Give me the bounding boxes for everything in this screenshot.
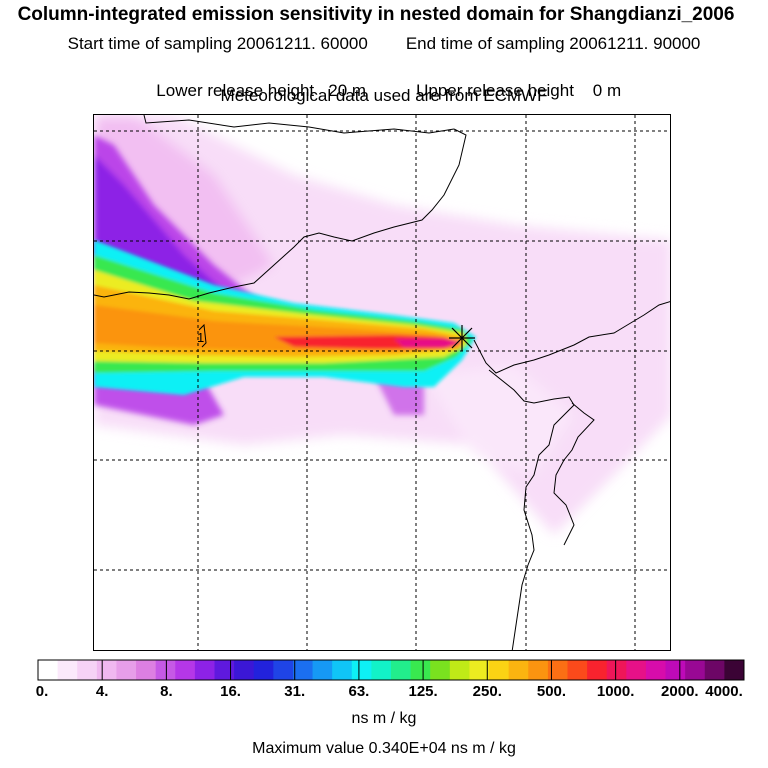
colorbar-swatch (136, 660, 157, 680)
colorbar-swatch (489, 660, 510, 680)
colorbar-swatch (214, 660, 235, 680)
colorbar-tick-label: 63. (348, 683, 370, 700)
colorbar-swatch (312, 660, 333, 680)
colorbar-swatch (292, 660, 314, 680)
colorbar-tick-label: 4. (95, 683, 109, 700)
release-heights: Lower release height 20 m Upper release h… (0, 61, 768, 101)
release-site-marker (449, 325, 475, 351)
colorbar-tick-label: 2000. (661, 683, 699, 700)
colorbar-tick-label: 16. (220, 683, 241, 700)
colorbar-swatch (116, 660, 137, 680)
maximum-value: Maximum value 0.340E+04 ns m / kg (252, 740, 516, 757)
lower-release-height: Lower release height 20 m (156, 81, 367, 100)
colorbar-tick-label: 0. (35, 683, 49, 700)
colorbar-tick-label: 125. (408, 683, 438, 700)
colorbar-swatch (391, 660, 412, 680)
colorbar-swatch (253, 660, 274, 680)
colorbar-swatch (351, 660, 372, 680)
sampling-times: Start time of sampling 20061211. 60000 En… (0, 34, 768, 54)
colorbar-swatch (194, 660, 215, 680)
colorbar-swatch (449, 660, 470, 680)
met-data-source: Meteorological data used are from ECMWF (220, 86, 548, 105)
upper-release-height: Upper release height 0 m (416, 81, 622, 100)
colorbar-swatch (626, 660, 647, 680)
colorbar-swatch (57, 660, 78, 680)
coastlines (94, 115, 670, 650)
colorbar-border (37, 659, 745, 681)
colorbar-swatch (410, 660, 431, 680)
station-label: 1 (197, 330, 204, 345)
map-canvas: 1 (94, 115, 670, 650)
colorbar-swatch (332, 660, 353, 680)
colorbar-swatch (77, 660, 98, 680)
colorbar-swatch (685, 660, 706, 680)
plot-title: Column-integrated emission sensitivity i… (17, 4, 735, 25)
colorbar (37, 659, 745, 681)
colorbar-tick-label: 1000. (596, 683, 635, 700)
colorbar-swatch (704, 660, 725, 680)
colorbar-swatch (528, 660, 549, 680)
colorbar-swatch (155, 660, 176, 680)
end-time-label: End time of sampling 20061211. 90000 (405, 34, 701, 53)
colorbar-swatch (273, 660, 294, 680)
colorbar-tick-label: 8. (160, 683, 173, 700)
colorbar-swatch (96, 660, 117, 680)
colorbar-swatch (645, 660, 667, 680)
colorbar-swatch (469, 660, 490, 680)
colorbar-swatch (175, 660, 196, 680)
colorbar-tick-label: 4000. (705, 683, 743, 700)
colorbar-swatch (38, 660, 59, 680)
colorbar-swatch (567, 660, 588, 680)
colorbar-swatch (371, 660, 392, 680)
lat-lon-grid (94, 115, 670, 650)
colorbar-swatch (547, 660, 568, 680)
colorbar-tick-label: 500. (536, 683, 567, 700)
colorbar-tick-label: 31. (284, 683, 306, 700)
sensitivity-map: 1 (93, 114, 671, 651)
start-time-label: Start time of sampling 20061211. 60000 (67, 34, 368, 53)
colorbar-swatch (587, 660, 608, 680)
colorbar-swatch (665, 660, 686, 680)
colorbar-swatch (234, 660, 255, 680)
colorbar-swatch (508, 660, 529, 680)
sensitivity-plume (94, 240, 476, 395)
colorbar-units: ns m / kg (351, 710, 417, 727)
colorbar-tick-label: 250. (472, 683, 502, 700)
colorbar-swatch (724, 660, 745, 680)
colorbar-swatch (606, 660, 627, 680)
colorbar-swatch (430, 660, 451, 680)
